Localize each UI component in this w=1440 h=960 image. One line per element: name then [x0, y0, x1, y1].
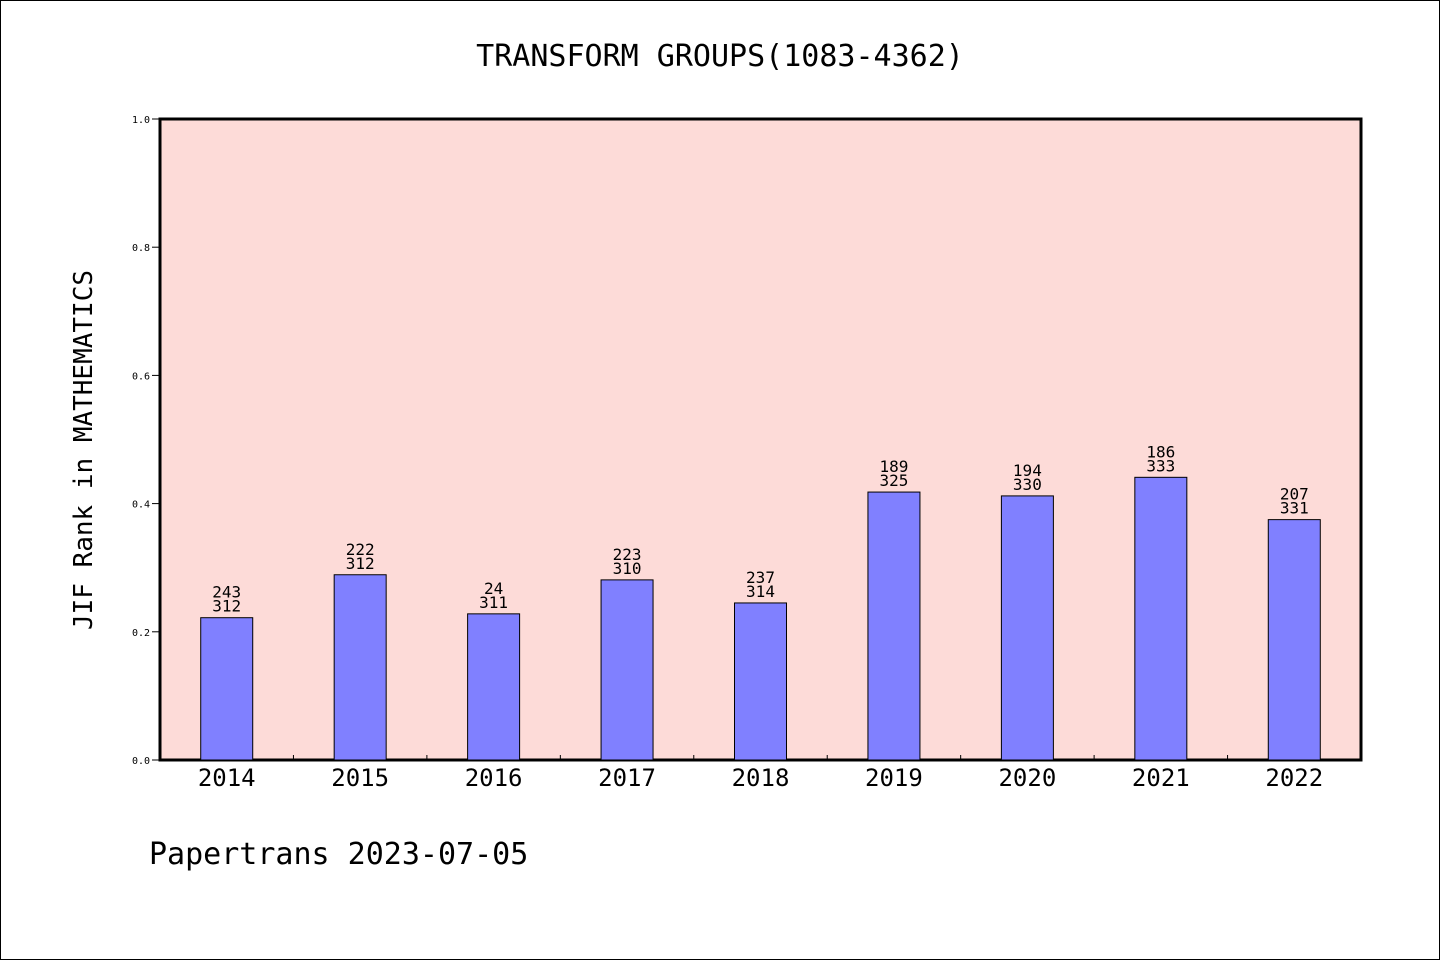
bar-2020 [1000, 495, 1054, 761]
bar-rank-label: 222 [346, 540, 375, 559]
y-tick-label: 0.4 [132, 500, 150, 511]
bar-rank-label: 237 [746, 568, 775, 587]
bar-2014 [200, 617, 254, 761]
x-tick-label: 2018 [732, 764, 790, 792]
bar-2016 [467, 613, 521, 761]
bar-total-label: 312 [212, 597, 241, 616]
bar-2022 [1267, 519, 1321, 761]
footer-text: Papertrans 2023-07-05 [149, 837, 528, 872]
bar-total-label: 333 [1146, 456, 1175, 475]
bar-total-label: 311 [479, 593, 508, 612]
bar-2017 [600, 579, 654, 761]
x-tick-label: 2019 [865, 764, 923, 792]
bar-total-label: 310 [613, 559, 642, 578]
y-axis-label: JIF Rank in MATHEMATICS [69, 270, 99, 630]
bar-total-label: 314 [746, 582, 775, 601]
y-tick-label: 0.6 [132, 371, 150, 382]
x-tick-label: 2016 [465, 764, 523, 792]
bar-rank-label: 186 [1146, 442, 1175, 461]
bar-rank-label: 223 [613, 545, 642, 564]
bar-total-label: 330 [1013, 475, 1042, 494]
bar-2019 [867, 491, 921, 761]
x-tick-label: 2014 [198, 764, 256, 792]
bar-rank-label: 194 [1013, 461, 1042, 480]
x-tick-label: 2022 [1265, 764, 1323, 792]
y-axis-ticks: 0.0 0.2 0.4 0.6 0.8 1.0 [132, 115, 160, 767]
y-tick-label: 0.2 [132, 628, 150, 639]
bar-2018 [734, 602, 787, 761]
bar-total-label: 325 [879, 471, 908, 490]
y-tick-label: 1.0 [132, 115, 150, 126]
bar-rank-label: 189 [879, 457, 908, 476]
chart-title: TRANSFORM GROUPS(1083-4362) [476, 39, 964, 74]
y-tick-label: 0.0 [132, 756, 150, 767]
x-tick-label: 2015 [331, 764, 389, 792]
x-tick-label: 2020 [998, 764, 1056, 792]
x-tick-label: 2021 [1132, 764, 1190, 792]
x-axis-ticks: 2014 2015 2016 2017 2018 2019 2020 2021 2022 [159, 755, 1362, 792]
x-tick-label: 2017 [598, 764, 656, 792]
y-tick-label: 0.8 [132, 243, 150, 254]
bar-2021 [1134, 476, 1188, 761]
bar-rank-label: 207 [1280, 485, 1309, 504]
bar-rank-label: 24 [484, 579, 503, 598]
bar-rank-label: 243 [212, 583, 241, 602]
bars [200, 476, 1321, 761]
bar-2015 [333, 574, 387, 761]
bar-total-label: 312 [346, 554, 375, 573]
bar-total-label: 331 [1280, 499, 1309, 518]
